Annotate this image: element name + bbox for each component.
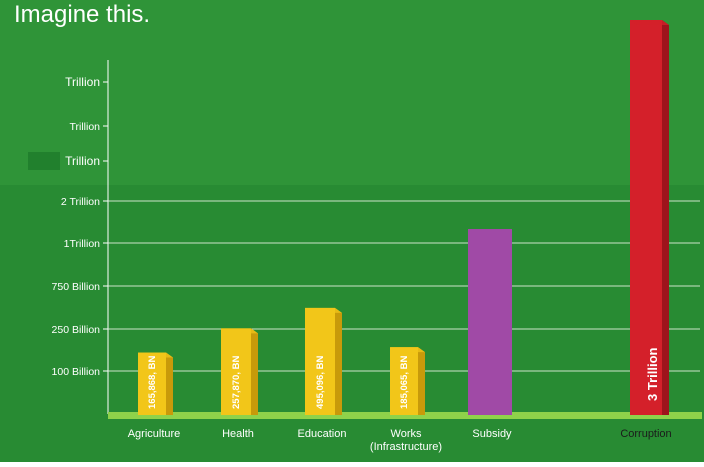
y-tick-label: 100 Billion <box>52 366 101 378</box>
bar-subsidy <box>468 229 512 415</box>
bar-side <box>335 307 342 415</box>
bar-data-label: 165,868, BN <box>147 356 158 409</box>
y-tick-label: Trillion <box>65 154 100 168</box>
x-category-label: Subsidy <box>472 428 512 440</box>
x-category-label: Education <box>298 428 347 440</box>
y-tick-label: Trillion <box>69 121 100 133</box>
bar-front <box>221 328 251 415</box>
grid-lines <box>108 200 700 372</box>
y-tick-label: 2 Trillion <box>61 196 100 208</box>
bar-data-label: 257,870, BN <box>231 356 242 409</box>
bar-top <box>390 347 425 353</box>
y-tick-label: 750 Billion <box>52 281 101 293</box>
y-tick-label: Trillion <box>65 75 100 89</box>
bar-education: 495,096, BN <box>305 307 342 415</box>
x-category-label: Health <box>222 428 254 440</box>
bar-side <box>251 328 258 415</box>
bar-data-label: 495,096, BN <box>315 356 326 409</box>
bar-side <box>166 352 173 415</box>
x-category-label: Works <box>391 428 422 440</box>
bar-top <box>221 328 258 334</box>
chart-title: Imagine this. <box>14 1 150 28</box>
y-tick-labels: 100 Billion 250 Billion 750 Billion 1Trilli… <box>52 75 108 378</box>
bar-side <box>662 20 669 415</box>
tick-highlight-box <box>28 152 60 170</box>
x-category-label: Corruption <box>620 428 671 440</box>
chart-baseline <box>108 412 702 419</box>
x-category-labels: Agriculture Health Education Works(Infrastr… <box>128 428 672 453</box>
bar-top <box>305 307 342 313</box>
bar-front <box>630 20 662 415</box>
bar-front <box>138 352 166 415</box>
x-category-sublabel: (Infrastructure) <box>370 441 442 453</box>
bar-agriculture: 165,868, BN <box>138 352 173 415</box>
x-category-label: Agriculture <box>128 428 181 440</box>
y-tick-label: 1Trillion <box>64 238 101 250</box>
bar-top <box>138 352 173 358</box>
bar-works: 185,065, BN <box>390 347 425 415</box>
y-tick-label: 250 Billion <box>52 324 101 336</box>
bar-front <box>468 229 512 415</box>
bar-side <box>418 347 425 415</box>
bar-health: 257,870, BN <box>221 328 258 415</box>
bar-data-label: 185,065, BN <box>399 356 410 409</box>
bars: 165,868, BN 257,870, BN 495,096, BN 185,065… <box>138 20 669 415</box>
bar-corruption: 3 Trillion <box>630 20 669 415</box>
bar-top <box>630 20 669 25</box>
bar-data-label: 3 Trillion <box>645 347 660 401</box>
bar-front <box>305 307 335 415</box>
lower-band <box>0 185 704 462</box>
bar-front <box>390 347 418 415</box>
